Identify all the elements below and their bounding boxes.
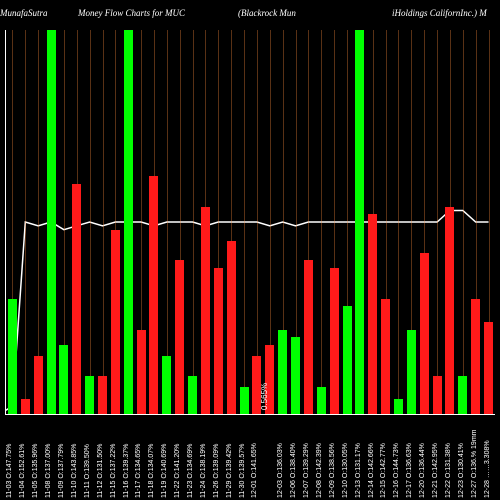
x-axis-tick-label: 12-06 O:138.40% xyxy=(290,443,297,498)
x-axis-tick-label: 12-03 O:136.03% xyxy=(277,443,284,498)
x-axis-tick-label: 11-26 O:139.09% xyxy=(213,444,220,498)
x-axis-tick-label: 11-24 O:138.19% xyxy=(200,444,207,498)
x-axis-tick-label: 12-28 ……3.308% xyxy=(484,440,491,498)
x-axis-tick-label: 11-19 O:140.69% xyxy=(161,444,168,498)
x-axis-tick-label: 11-03 O:147.75% xyxy=(6,444,13,498)
x-axis-tick-label: 11-30 O:139.57% xyxy=(239,444,246,498)
x-axis-tick-label: 12-13 O:131.17% xyxy=(355,443,362,498)
x-axis-tick-label: 12-01 O:141.65% xyxy=(251,443,258,498)
volume-bar xyxy=(355,30,364,414)
x-axis-tick-label: 12-15 O:142.77% xyxy=(380,443,387,498)
volume-bar xyxy=(85,376,94,414)
grid-line xyxy=(463,30,464,414)
x-axis-tick-label: 12-27 O:136.% 19mm xyxy=(471,430,478,498)
volume-bar xyxy=(394,399,403,414)
volume-bar xyxy=(111,230,120,414)
x-axis-tick-label: 11-16 O:139.37% xyxy=(123,444,130,498)
x-axis-tick-label: 12-21 O:142.95% xyxy=(432,443,439,498)
grid-line xyxy=(321,30,322,414)
volume-bar xyxy=(149,176,158,414)
x-axis-tick-label: 12-14 O:142.66% xyxy=(368,443,375,498)
grid-line xyxy=(398,30,399,414)
volume-bar xyxy=(137,330,146,414)
volume-bar xyxy=(227,241,236,414)
volume-bar xyxy=(201,207,210,414)
volume-bar xyxy=(381,299,390,414)
volume-bar xyxy=(433,376,442,414)
volume-bar xyxy=(484,322,493,414)
volume-bar xyxy=(420,253,429,414)
x-axis-tick-label: 11-17 O:134.65% xyxy=(135,444,142,498)
volume-bar xyxy=(124,30,133,414)
x-axis-tick-label: 11-22 O:141.20% xyxy=(174,444,181,498)
volume-bar xyxy=(368,214,377,414)
volume-bar xyxy=(188,376,197,414)
volume-bar xyxy=(304,260,313,414)
volume-bar xyxy=(330,268,339,414)
volume-bar xyxy=(317,387,326,414)
x-axis-tick-label: 12-22 O:131.38% xyxy=(445,443,452,498)
volume-bar xyxy=(162,356,171,414)
volume-bar xyxy=(278,330,287,414)
volume-bar xyxy=(343,306,352,414)
x-axis-tick-label: 12-10 O:130.05% xyxy=(342,443,349,498)
volume-bar xyxy=(8,299,17,414)
volume-bar xyxy=(98,376,107,414)
grid-line xyxy=(244,30,245,414)
x-axis-tick-label: 12-20 O:136.44% xyxy=(419,443,426,498)
grid-line xyxy=(437,30,438,414)
volume-bar xyxy=(175,260,184,414)
volume-bar xyxy=(214,268,223,414)
x-axis-tick-label: 11-18 O:134.07% xyxy=(148,444,155,498)
x-axis-labels: 11-03 O:147.75% 11-04 O:152.61% 11-05 O:13… xyxy=(5,415,495,500)
volume-bar xyxy=(445,207,454,414)
x-axis-tick-label: 11-05 O:135.96% xyxy=(32,444,39,498)
x-axis-tick-label: 11-08 O:137.00% xyxy=(45,444,52,498)
x-axis-tick-label: 11-23 O:134.69% xyxy=(187,444,194,498)
chart-plot-area xyxy=(5,30,495,415)
volume-bar xyxy=(471,299,480,414)
chart-title: MunafaSutraMoney Flow Charts for MUC(Bla… xyxy=(0,8,500,24)
grid-line xyxy=(90,30,91,414)
x-axis-tick-label: 12-17 O:136.63% xyxy=(406,443,413,498)
volume-bar xyxy=(407,330,416,414)
grid-line xyxy=(103,30,104,414)
x-axis-tick-label: 11-10 O:143.85% xyxy=(71,444,78,498)
volume-bar xyxy=(59,345,68,414)
volume-bar xyxy=(47,30,56,414)
volume-bar xyxy=(34,356,43,414)
x-axis-tick-label: 11-15 O:137.22% xyxy=(110,444,117,498)
volume-bar xyxy=(21,399,30,414)
volume-bar xyxy=(240,387,249,414)
x-axis-tick-label: 11-04 O:152.61% xyxy=(19,444,26,498)
volume-bar xyxy=(458,376,467,414)
grid-line xyxy=(193,30,194,414)
inline-value-label: 0.565% xyxy=(260,383,269,410)
x-axis-tick-label: 12-07 O:139.29% xyxy=(303,443,310,498)
x-axis-tick-label: 11-09 O:137.79% xyxy=(58,444,65,498)
x-axis-tick-label: 12-23 O:130.41% xyxy=(458,443,465,498)
x-axis-tick-label: 12-16 O:144.73% xyxy=(393,443,400,498)
x-axis-tick-label: 11-29 O:139.42% xyxy=(226,444,233,498)
volume-bar xyxy=(291,337,300,414)
x-axis-tick-label: 12-08 O:142.39% xyxy=(316,443,323,498)
volume-bar xyxy=(72,184,81,414)
x-axis-tick-label: 11-12 O:131.50% xyxy=(97,444,104,498)
x-axis-tick-label: 11-11 O:139.50% xyxy=(84,444,91,498)
x-axis-tick-label: 12-09 O:138.56% xyxy=(329,443,336,498)
grid-line xyxy=(25,30,26,414)
